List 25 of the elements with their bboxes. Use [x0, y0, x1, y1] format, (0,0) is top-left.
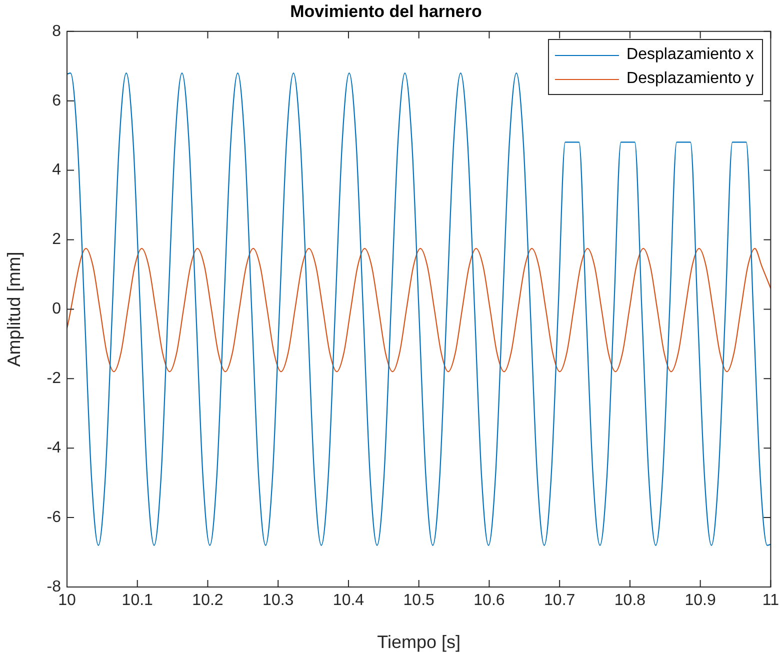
x-tick-label: 11 [762, 592, 780, 610]
x-tick-label: 10.9 [684, 592, 716, 610]
x-tick-label: 10.7 [544, 592, 576, 610]
x-tick-label: 10.3 [262, 592, 294, 610]
legend-label: Desplazamiento x [626, 46, 754, 64]
y-tick-label: 4 [52, 162, 62, 179]
legend-label: Desplazamiento y [626, 70, 754, 88]
y-tick-label: 6 [52, 92, 62, 110]
chart-title: Movimiento del harnero [290, 2, 482, 21]
x-tick-label: 10.6 [474, 592, 505, 610]
y-tick-label: -6 [46, 508, 62, 526]
x-tick-label: 10.2 [192, 592, 224, 610]
y-tick-label: 0 [52, 300, 62, 318]
line-series [67, 248, 771, 372]
x-tick-label: 10.8 [614, 592, 646, 610]
y-tick-label: 2 [52, 231, 62, 248]
y-tick-label: -2 [46, 370, 62, 388]
y-tick-label: 8 [52, 22, 62, 40]
line-series [67, 72, 771, 546]
x-tick-label: 10.1 [122, 592, 154, 610]
x-tick-label: 10.5 [403, 592, 435, 610]
x-tick-label: 10.4 [332, 592, 364, 610]
x-axis-title: Tiempo [s] [377, 632, 461, 652]
y-axis-title: Amplitud [mm] [4, 252, 24, 367]
y-tick-label: -4 [46, 440, 62, 457]
